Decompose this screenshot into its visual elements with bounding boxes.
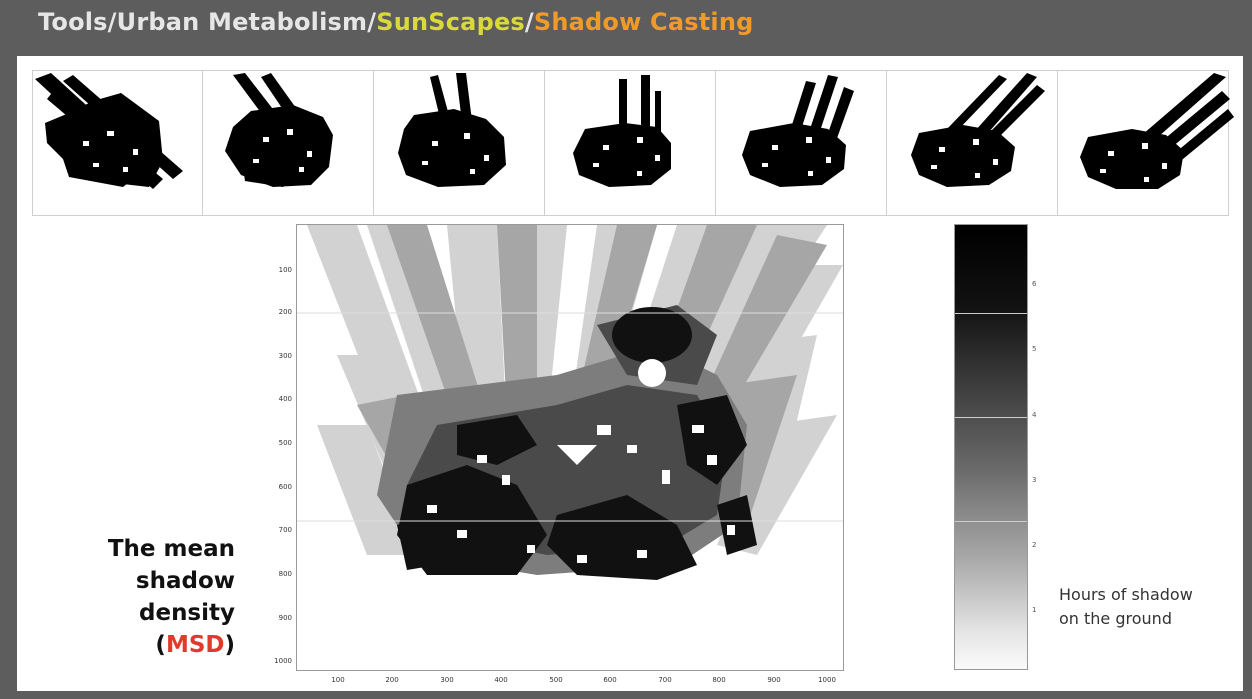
breadcrumb-urban-metabolism: Urban Metabolism bbox=[116, 8, 368, 36]
shadow-density-map bbox=[296, 224, 844, 671]
shadow-thumbnail-image bbox=[911, 73, 1045, 187]
colorbar-divider bbox=[955, 521, 1027, 522]
breadcrumb-shadow-casting: Shadow Casting bbox=[533, 8, 754, 36]
shadow-hours-colorbar bbox=[954, 224, 1028, 670]
y-tick-label: 100 bbox=[278, 266, 292, 274]
y-tick-label: 900 bbox=[278, 614, 292, 622]
colorbar-tick: 1 bbox=[1032, 606, 1037, 614]
y-tick-label: 600 bbox=[278, 483, 292, 491]
y-tick-label: 800 bbox=[278, 570, 292, 578]
legend-line2: on the ground bbox=[1059, 609, 1172, 628]
map-x-axis: 100 200 300 400 500 600 700 800 900 1000 bbox=[296, 676, 842, 690]
colorbar-tick: 3 bbox=[1032, 476, 1037, 484]
x-tick-label: 700 bbox=[658, 676, 672, 684]
y-tick-label: 200 bbox=[278, 308, 292, 316]
breadcrumb-tools: Tools bbox=[38, 8, 108, 36]
msd-open-paren: ( bbox=[155, 632, 166, 658]
x-tick-label: 600 bbox=[603, 676, 617, 684]
shadow-thumbnail bbox=[716, 70, 887, 216]
msd-line4: (MSD) bbox=[75, 629, 235, 661]
colorbar-legend: Hours of shadow on the ground bbox=[1059, 583, 1193, 631]
colorbar-divider bbox=[955, 417, 1027, 418]
slide-header: Tools/Urban Metabolism/SunScapes/Shadow … bbox=[0, 0, 1252, 52]
colorbar-tick: 4 bbox=[1032, 411, 1037, 419]
shadow-thumbnail-image bbox=[573, 75, 671, 187]
shadow-thumbnail-image bbox=[398, 73, 506, 187]
shadow-thumbnail-image bbox=[742, 75, 854, 187]
x-tick-label: 1000 bbox=[818, 676, 836, 684]
x-tick-label: 500 bbox=[549, 676, 563, 684]
shadow-thumbnail bbox=[545, 70, 716, 216]
y-tick-label: 300 bbox=[278, 352, 292, 360]
breadcrumb-separator: / bbox=[524, 8, 534, 36]
x-tick-label: 300 bbox=[440, 676, 454, 684]
msd-close-paren: ) bbox=[224, 632, 235, 658]
shadow-thumbnail-image bbox=[225, 73, 333, 187]
map-y-axis: 100 200 300 400 500 600 700 800 900 1000 bbox=[266, 224, 292, 674]
y-tick-label: 700 bbox=[278, 526, 292, 534]
legend-line1: Hours of shadow bbox=[1059, 585, 1193, 604]
shadow-thumbnail-image bbox=[1080, 73, 1234, 189]
colorbar-tick: 6 bbox=[1032, 280, 1037, 288]
colorbar-tick: 2 bbox=[1032, 541, 1037, 549]
x-tick-label: 800 bbox=[712, 676, 726, 684]
colorbar-divider bbox=[955, 313, 1027, 314]
colorbar-tick: 5 bbox=[1032, 345, 1037, 353]
breadcrumb-sunscapes: SunScapes bbox=[376, 8, 525, 36]
y-tick-label: 400 bbox=[278, 395, 292, 403]
msd-line3: density bbox=[139, 600, 235, 626]
msd-abbreviation: MSD bbox=[165, 632, 225, 658]
shadow-density-image bbox=[297, 225, 843, 670]
msd-line2: shadow bbox=[135, 568, 235, 594]
x-tick-label: 200 bbox=[385, 676, 399, 684]
y-tick-label: 500 bbox=[278, 439, 292, 447]
shadow-thumbnail bbox=[1058, 70, 1234, 216]
breadcrumb-separator: / bbox=[367, 8, 377, 36]
hourly-shadow-strip bbox=[32, 70, 1237, 216]
breadcrumb-separator: / bbox=[107, 8, 117, 36]
x-tick-label: 100 bbox=[331, 676, 345, 684]
shadow-thumbnail bbox=[203, 70, 374, 216]
msd-line1: The mean bbox=[107, 536, 235, 562]
x-tick-label: 400 bbox=[494, 676, 508, 684]
shadow-thumbnail bbox=[887, 70, 1058, 216]
msd-caption: The mean shadow density (MSD) bbox=[75, 533, 235, 661]
y-tick-label: 1000 bbox=[274, 657, 292, 665]
breadcrumb-title: Tools/Urban Metabolism/SunScapes/Shadow … bbox=[38, 8, 754, 36]
content-panel: 100 200 300 400 500 600 700 800 900 1000 bbox=[17, 56, 1243, 691]
shadow-thumbnail bbox=[32, 70, 203, 216]
shadow-thumbnail-image bbox=[35, 73, 183, 189]
x-tick-label: 900 bbox=[767, 676, 781, 684]
shadow-thumbnail bbox=[374, 70, 545, 216]
